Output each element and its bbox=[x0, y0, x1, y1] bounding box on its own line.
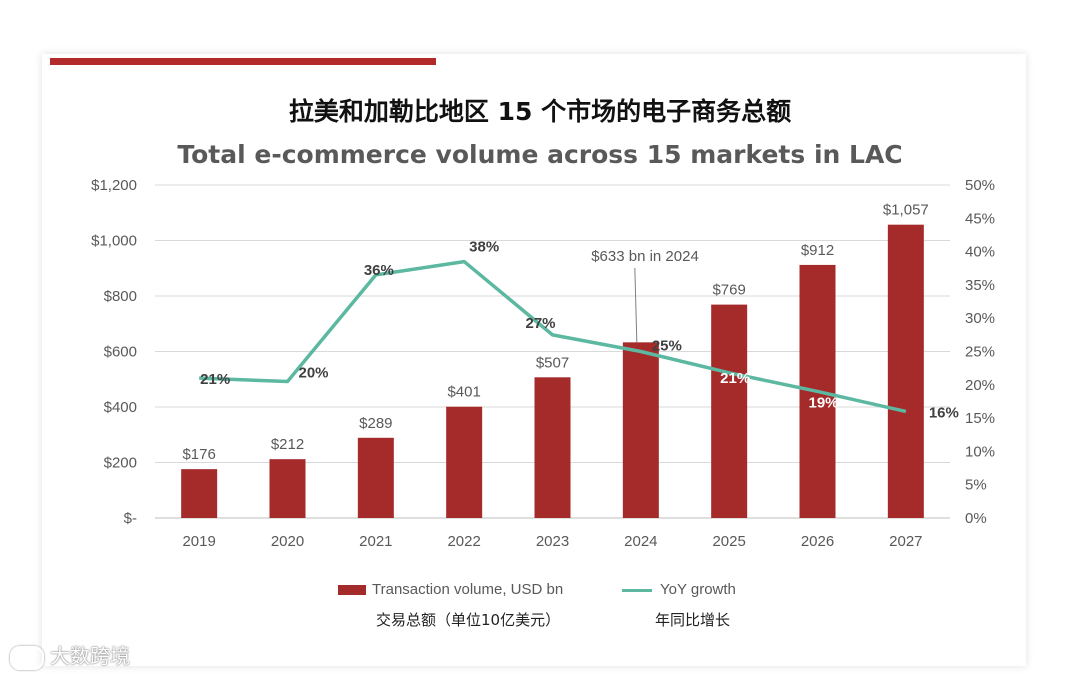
legend-label-volume-cn: 交易总额（单位10亿美元） bbox=[376, 611, 561, 629]
y-tick-label-right: 5% bbox=[965, 477, 987, 494]
accent-bar bbox=[50, 58, 436, 65]
bar bbox=[269, 459, 306, 518]
x-tick-label: 2025 bbox=[712, 533, 745, 550]
growth-line bbox=[199, 259, 907, 414]
legend-label-volume: Transaction volume, USD bn bbox=[372, 581, 564, 598]
bar bbox=[887, 224, 924, 518]
growth-value-label: 36% bbox=[364, 262, 394, 279]
y-tick-label-left: $400 bbox=[104, 399, 137, 416]
y-tick-label-left: $800 bbox=[104, 288, 137, 305]
y-tick-label-right: 30% bbox=[965, 310, 995, 327]
legend-bar-swatch bbox=[338, 585, 366, 596]
x-tick-label: 2026 bbox=[801, 533, 834, 550]
legend-item-volume: Transaction volume, USD bn bbox=[338, 581, 563, 598]
growth-value-label: 21% bbox=[720, 370, 750, 387]
bar bbox=[357, 437, 394, 518]
growth-value-label: 25% bbox=[652, 338, 682, 355]
bar-value-label: $401 bbox=[447, 384, 480, 401]
chart-card bbox=[42, 54, 1026, 666]
x-tick-label: 2021 bbox=[359, 533, 392, 550]
y-tick-label-left: $- bbox=[124, 510, 137, 527]
y-tick-label-right: 0% bbox=[965, 510, 987, 527]
watermark-text: 大数跨境 bbox=[50, 644, 130, 668]
bar-value-label: $507 bbox=[536, 354, 569, 371]
y-tick-label-right: 45% bbox=[965, 210, 995, 227]
x-tick-label: 2027 bbox=[889, 533, 922, 550]
bar bbox=[534, 377, 571, 518]
x-tick-label: 2019 bbox=[182, 533, 215, 550]
x-tick-label: 2020 bbox=[271, 533, 304, 550]
growth-value-label: 16% bbox=[929, 404, 959, 421]
legend-label-growth-cn: 年同比增长 bbox=[655, 611, 731, 629]
watermark-logo-icon bbox=[10, 645, 44, 670]
x-tick-label: 2022 bbox=[447, 533, 480, 550]
watermark: 大数跨境 bbox=[10, 640, 130, 670]
y-tick-label-right: 25% bbox=[965, 344, 995, 361]
legend-line-swatch bbox=[622, 588, 652, 592]
growth-value-label: 21% bbox=[200, 371, 230, 388]
bar-value-label: $912 bbox=[801, 242, 834, 259]
y-tick-label-right: 15% bbox=[965, 410, 995, 427]
legend-item-growth: YoY growth bbox=[622, 581, 736, 598]
growth-value-label: 19% bbox=[808, 394, 838, 411]
y-tick-label-left: $1,200 bbox=[91, 177, 137, 194]
bar-value-label: $769 bbox=[712, 282, 745, 299]
x-tick-label: 2024 bbox=[624, 533, 657, 550]
y-tick-label-left: $1,000 bbox=[91, 233, 137, 250]
y-tick-label-left: $200 bbox=[104, 455, 137, 472]
bar-value-label: $212 bbox=[271, 436, 304, 453]
growth-value-label: 20% bbox=[298, 364, 328, 381]
chart-title-cn: 拉美和加勒比地区 15 个市场的电子商务总额 bbox=[288, 97, 792, 126]
annotation-label: $633 bn in 2024 bbox=[591, 248, 699, 265]
x-tick-label: 2023 bbox=[536, 533, 569, 550]
bar bbox=[446, 406, 483, 518]
bar-value-label: $1,057 bbox=[883, 202, 929, 219]
bar bbox=[622, 342, 659, 518]
growth-value-label: 38% bbox=[469, 239, 499, 256]
y-tick-label-right: 50% bbox=[965, 177, 995, 194]
annotation-leader-line bbox=[634, 267, 638, 343]
y-tick-label-right: 20% bbox=[965, 377, 995, 394]
growth-value-label: 27% bbox=[525, 315, 555, 332]
bar bbox=[711, 304, 748, 518]
bar-value-label: $289 bbox=[359, 415, 392, 432]
legend-label-growth: YoY growth bbox=[660, 581, 736, 598]
y-tick-label-right: 40% bbox=[965, 244, 995, 261]
bar-value-label: $176 bbox=[182, 446, 215, 463]
y-tick-label-right: 10% bbox=[965, 443, 995, 460]
y-tick-label-left: $600 bbox=[104, 344, 137, 361]
y-tick-label-right: 35% bbox=[965, 277, 995, 294]
bar bbox=[181, 469, 218, 518]
chart-title-en: Total e-commerce volume across 15 market… bbox=[177, 140, 903, 169]
